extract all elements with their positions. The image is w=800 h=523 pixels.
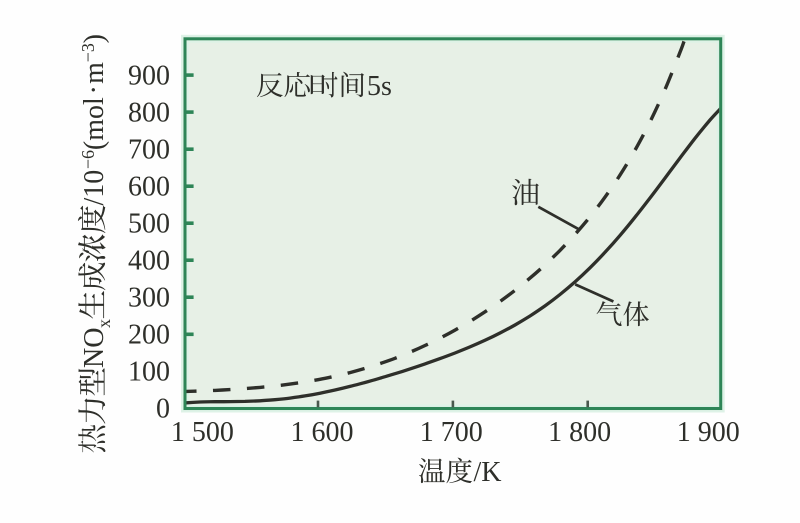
svg-text:5s: 5s (367, 71, 392, 102)
svg-text:700: 700 (128, 134, 170, 165)
svg-text:1 900: 1 900 (677, 417, 740, 448)
svg-text:300: 300 (128, 282, 170, 313)
svg-text:m: m (79, 62, 110, 84)
svg-text:/10: /10 (79, 170, 110, 206)
svg-text:·: · (79, 85, 110, 94)
svg-text:1 700: 1 700 (420, 417, 483, 448)
svg-text:100: 100 (128, 357, 170, 388)
svg-text:1 500: 1 500 (171, 417, 234, 448)
svg-text:200: 200 (128, 320, 170, 351)
svg-text:800: 800 (128, 97, 170, 128)
svg-text:−6: −6 (78, 150, 98, 169)
svg-text:−3: −3 (78, 43, 98, 62)
svg-text:NO: NO (79, 328, 110, 368)
svg-text:1 600: 1 600 (291, 417, 354, 448)
svg-text:): ) (79, 34, 110, 43)
svg-text:400: 400 (128, 245, 170, 276)
svg-text:1 800: 1 800 (548, 417, 611, 448)
svg-text:900: 900 (128, 60, 170, 91)
svg-text:x: x (94, 319, 114, 328)
svg-text:0: 0 (156, 394, 170, 425)
svg-text:(mol: (mol (79, 97, 110, 150)
svg-text:/K: /K (474, 457, 502, 488)
svg-text:500: 500 (128, 208, 170, 239)
svg-text:600: 600 (128, 171, 170, 202)
